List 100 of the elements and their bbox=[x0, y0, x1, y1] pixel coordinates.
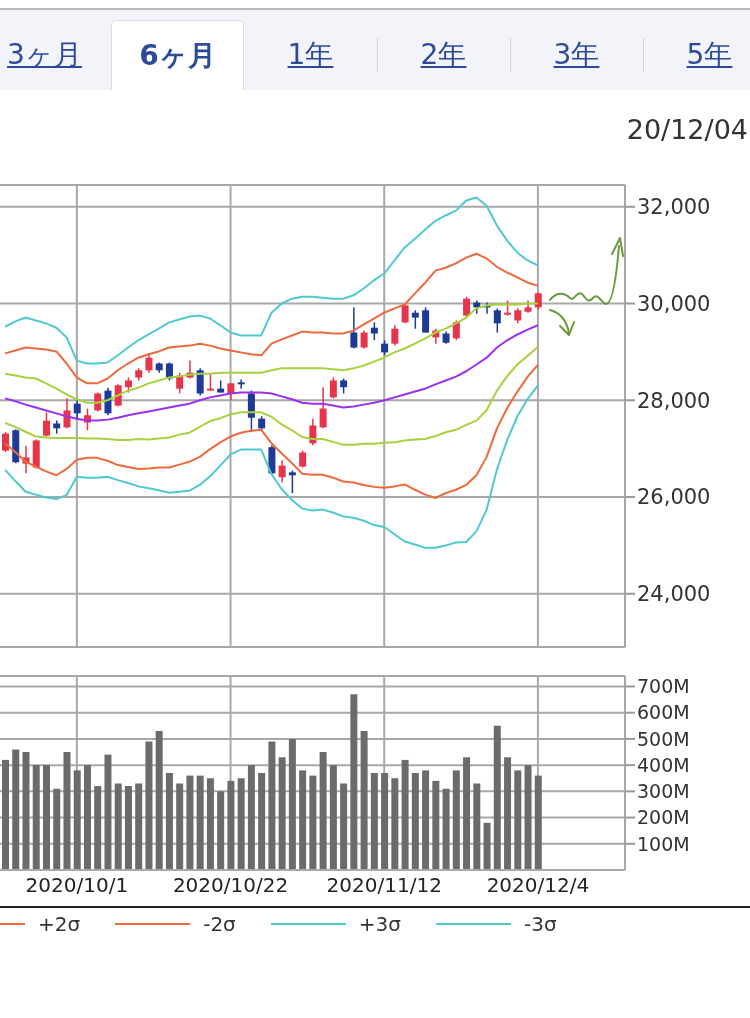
bar bbox=[422, 770, 430, 870]
bar bbox=[309, 775, 317, 870]
bar bbox=[196, 775, 204, 870]
bar bbox=[53, 788, 61, 870]
bar bbox=[514, 770, 522, 870]
bar bbox=[278, 757, 286, 870]
candlestick bbox=[319, 386, 327, 430]
text: 2年 bbox=[420, 37, 467, 73]
bar bbox=[288, 738, 296, 870]
candlestick bbox=[73, 399, 81, 420]
line-series bbox=[4, 196, 539, 365]
text: 5年 bbox=[686, 37, 733, 73]
bar bbox=[473, 783, 481, 870]
line-series bbox=[4, 363, 539, 499]
text: 1年 bbox=[287, 37, 334, 73]
candlestick bbox=[196, 367, 204, 397]
bar bbox=[83, 765, 91, 870]
bar bbox=[493, 725, 501, 870]
bar bbox=[268, 741, 276, 870]
bar bbox=[176, 783, 184, 870]
legend-label: -3σ bbox=[523, 912, 557, 936]
text: 20/12/04 bbox=[626, 114, 748, 145]
candlestick bbox=[411, 309, 419, 330]
y-tick-label: 500M bbox=[637, 727, 690, 750]
y-tick-label: 600M bbox=[637, 701, 690, 724]
bar bbox=[94, 786, 102, 870]
bar bbox=[329, 765, 337, 870]
bar bbox=[247, 765, 255, 870]
legend-label: +3σ bbox=[358, 912, 401, 936]
bar bbox=[165, 773, 173, 870]
x-tick-label: 2020/10/22 bbox=[172, 873, 289, 898]
bar bbox=[504, 757, 512, 870]
bar bbox=[63, 752, 71, 870]
candlestick bbox=[329, 376, 337, 400]
candlestick bbox=[145, 352, 153, 374]
bar bbox=[73, 770, 81, 870]
y-tick-label: 300M bbox=[637, 780, 690, 803]
bar bbox=[32, 765, 40, 870]
text: 3年 bbox=[553, 37, 600, 73]
bar bbox=[114, 783, 122, 870]
bar bbox=[42, 765, 50, 870]
bar bbox=[411, 773, 419, 870]
line-series bbox=[4, 384, 539, 549]
bar bbox=[401, 759, 409, 870]
bar bbox=[237, 778, 245, 870]
bar bbox=[483, 822, 491, 870]
bar bbox=[186, 775, 194, 870]
candlestick bbox=[391, 324, 399, 347]
y-tick-label: 32,000 bbox=[637, 195, 711, 220]
bar bbox=[217, 791, 225, 870]
y-tick-label: 700M bbox=[637, 675, 690, 698]
candlestick bbox=[288, 469, 296, 494]
text: 3ヶ月 bbox=[7, 37, 82, 73]
x-tick-label: 2020/10/1 bbox=[25, 873, 129, 898]
bar bbox=[145, 741, 153, 870]
y-tick-label: 400M bbox=[637, 753, 690, 776]
bar bbox=[442, 788, 450, 870]
bar bbox=[22, 752, 30, 870]
bar bbox=[381, 773, 389, 870]
candlestick bbox=[422, 306, 430, 334]
bar bbox=[104, 754, 112, 870]
candlestick bbox=[350, 306, 358, 350]
y-tick-label: 30,000 bbox=[637, 291, 711, 316]
bar bbox=[534, 775, 542, 870]
candlestick bbox=[493, 307, 501, 334]
bar bbox=[135, 783, 143, 870]
bar bbox=[319, 752, 327, 870]
x-tick-label: 2020/12/4 bbox=[486, 873, 590, 898]
bar bbox=[524, 765, 532, 870]
line-series bbox=[4, 346, 539, 446]
bar bbox=[2, 759, 9, 870]
y-tick-label: 200M bbox=[637, 806, 690, 829]
bar bbox=[391, 778, 399, 870]
legend-label: -2σ bbox=[203, 912, 236, 936]
legend-label: +2σ bbox=[38, 912, 81, 936]
bar bbox=[340, 783, 348, 870]
bar bbox=[155, 731, 163, 870]
line-series bbox=[4, 252, 539, 385]
bar bbox=[12, 749, 20, 870]
x-tick-label: 2020/11/12 bbox=[326, 873, 442, 898]
bar bbox=[227, 780, 235, 870]
candlestick bbox=[278, 459, 286, 484]
candlestick bbox=[237, 378, 245, 390]
bar bbox=[258, 773, 266, 870]
bar bbox=[370, 773, 378, 870]
bar bbox=[299, 770, 307, 870]
y-tick-label: 24,000 bbox=[637, 582, 711, 607]
bar bbox=[452, 770, 460, 870]
bar bbox=[463, 757, 471, 870]
candlestick bbox=[42, 411, 50, 438]
y-tick-label: 100M bbox=[637, 832, 690, 855]
bar bbox=[360, 731, 368, 870]
y-tick-label: 28,000 bbox=[637, 388, 711, 413]
bar bbox=[432, 780, 440, 870]
bar bbox=[124, 786, 132, 870]
y-tick-label: 26,000 bbox=[637, 485, 711, 510]
candlestick bbox=[309, 417, 317, 447]
bar bbox=[350, 694, 358, 870]
bar bbox=[206, 778, 214, 870]
text: 6ヶ月 bbox=[139, 37, 216, 74]
